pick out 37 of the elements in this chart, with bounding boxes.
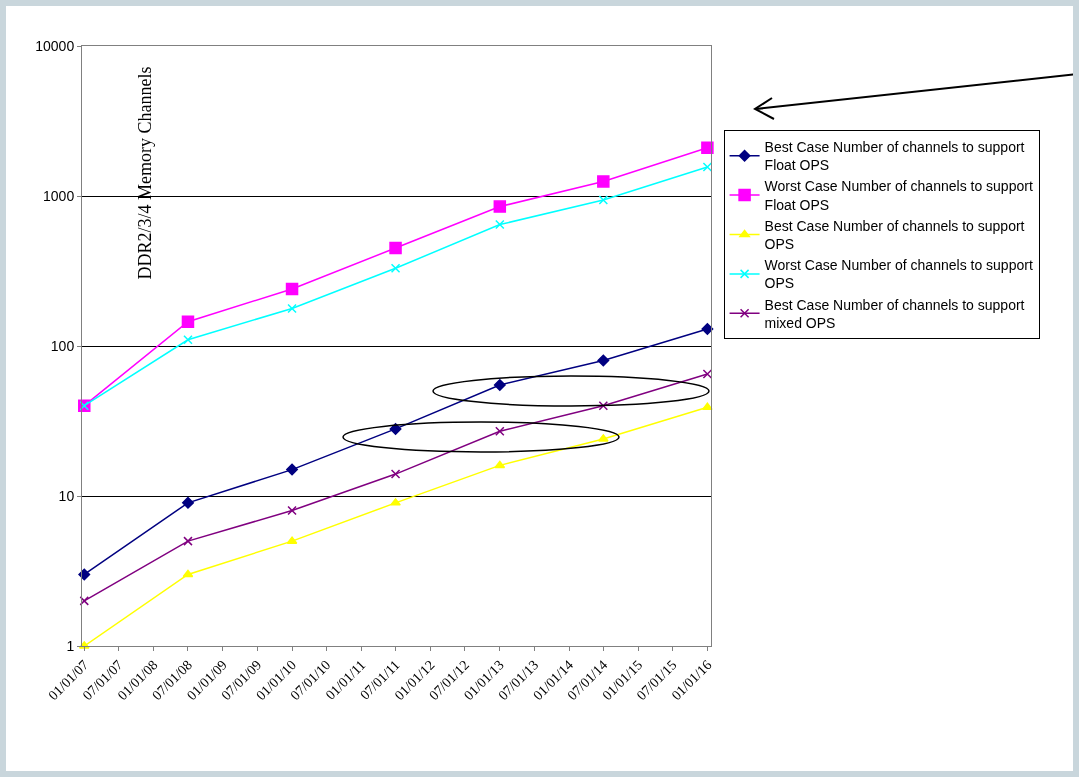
- point: [493, 200, 507, 213]
- y-tick-label: 10: [58, 487, 75, 504]
- legend-label: Best Case Number of channels to support mixed OPS: [764, 296, 1025, 331]
- legend-label: Worst Case Number of channels to support Float OPS: [764, 178, 1033, 213]
- point: [701, 141, 714, 154]
- point: [598, 400, 609, 411]
- point: [78, 568, 91, 581]
- point: [183, 536, 193, 546]
- point: [702, 402, 713, 411]
- point: [285, 282, 299, 296]
- legend-label: Best Case Number of channels to support OPS: [764, 217, 1025, 253]
- point: [390, 498, 401, 506]
- point: [389, 241, 402, 255]
- point: [182, 569, 194, 578]
- point: [182, 496, 194, 509]
- y-tick-label: 10000: [35, 37, 75, 54]
- point: [79, 596, 90, 606]
- y-tick-label: 1000: [43, 187, 75, 204]
- point: [494, 460, 506, 469]
- point: [286, 463, 298, 476]
- point: [287, 505, 297, 516]
- point: [493, 379, 506, 391]
- point: [183, 335, 193, 345]
- legend-label: Best Case Number of channels to support Float OPS: [764, 139, 1025, 174]
- point: [390, 469, 401, 479]
- legend-label: Worst Case Number of channels to support OPS: [764, 257, 1033, 292]
- point: [390, 263, 401, 273]
- point: [597, 175, 610, 188]
- point: [181, 315, 195, 329]
- point: [598, 195, 609, 205]
- point: [287, 303, 297, 314]
- point: [495, 219, 505, 230]
- point: [495, 426, 505, 437]
- point: [597, 354, 610, 367]
- y-tick-label: 1: [66, 637, 75, 654]
- y-tick-label: 100: [50, 337, 75, 354]
- annotation: DDR2/3/4 Memory Channels: [135, 66, 156, 280]
